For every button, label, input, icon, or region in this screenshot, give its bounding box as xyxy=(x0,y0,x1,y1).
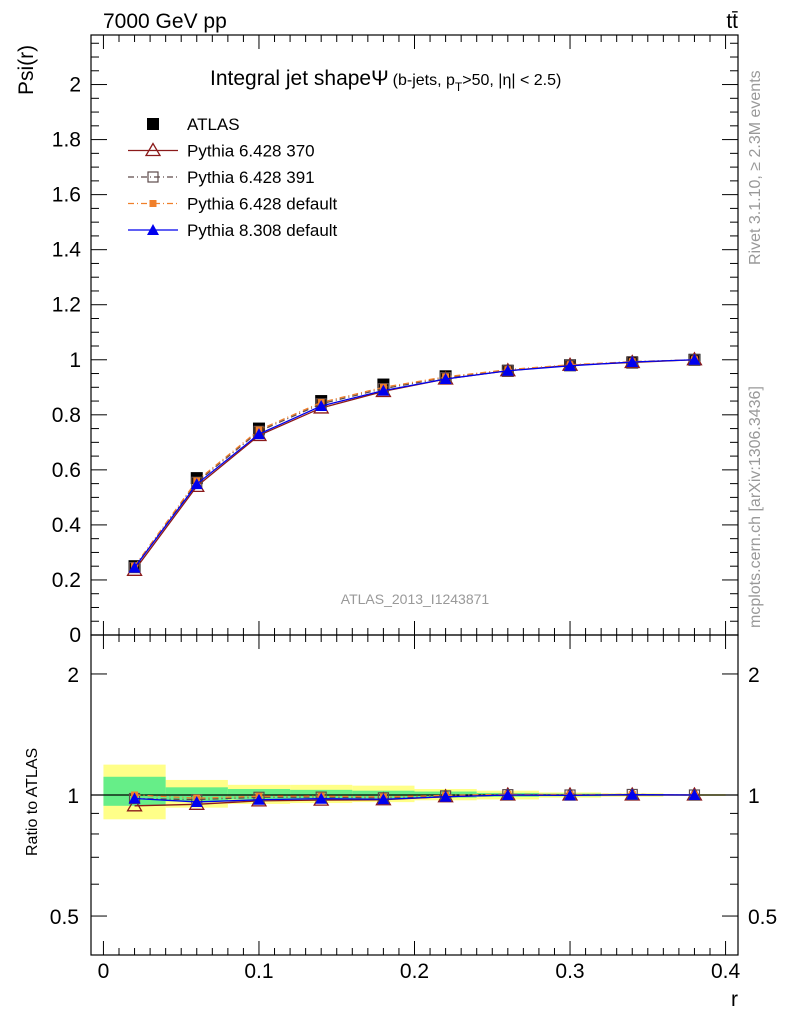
main-subtitle-sub: T xyxy=(455,80,463,94)
ratio-y-tick-label-right: 2 xyxy=(748,664,760,687)
data-point xyxy=(377,793,390,805)
series-pythia-6-428-370 xyxy=(126,351,703,576)
data-point xyxy=(252,428,265,440)
series-pythia-6-428-391 xyxy=(128,354,701,574)
series-pythia-8-308-default xyxy=(128,353,701,573)
series-line xyxy=(134,794,695,803)
ratio-uncertainty-bands xyxy=(91,764,738,820)
header-energy: 7000 GeV pp xyxy=(103,10,227,33)
data-point xyxy=(190,795,203,807)
main-y-tick-label: 1 xyxy=(69,349,81,372)
series-line xyxy=(134,359,695,567)
series-pythia-6-428-default xyxy=(131,356,698,570)
main-title-symbol: Ψ xyxy=(371,67,389,90)
legend-item: Pythia 6.428 391 xyxy=(128,168,315,187)
main-panel-series xyxy=(126,351,703,576)
legend-label: Pythia 8.308 default xyxy=(187,221,338,240)
legend-item: ATLAS xyxy=(147,115,240,134)
legend-label: Pythia 6.428 default xyxy=(187,195,338,214)
rivet-version-text: Rivet 3.1.10, ≥ 2.3M events xyxy=(747,70,764,265)
ratio-y-tick-label-right: 0.5 xyxy=(748,906,777,929)
main-y-axis-label: Psi(r) xyxy=(15,45,38,95)
main-y-tick-label: 1.4 xyxy=(52,239,82,262)
legend-marker xyxy=(147,171,159,183)
main-y-tick-label: 1.8 xyxy=(52,129,81,152)
data-point xyxy=(688,789,701,800)
data-point xyxy=(315,792,328,804)
data-point xyxy=(564,789,577,801)
data-point xyxy=(190,478,203,490)
data-point xyxy=(626,355,639,367)
data-point xyxy=(128,561,141,573)
ratio-y-tick-label-left: 0.5 xyxy=(50,906,79,929)
data-point xyxy=(252,793,265,805)
data-point xyxy=(377,384,390,396)
tick-labels: 0 0.1 0.2 0.3 0.4 0 0.2 0.4 0.6 0.8 1 1.2 1.4 1.6 1.8 2… xyxy=(50,74,777,983)
ratio-y-tick-label-left: 2 xyxy=(67,664,79,687)
data-point xyxy=(128,792,141,804)
ratio-y-tick-label-right: 1 xyxy=(748,785,760,808)
legend-label: ATLAS xyxy=(187,115,240,134)
main-y-tick-label: 0.2 xyxy=(52,569,81,592)
analysis-watermark: ATLAS_2013_I1243871 xyxy=(341,591,490,607)
data-point xyxy=(564,359,577,371)
main-title-text: Integral jet shape xyxy=(210,67,371,90)
ratio-y-axis-label: Ratio to ATLAS xyxy=(24,748,41,856)
data-point xyxy=(250,427,268,442)
ratio-panel-frame xyxy=(90,634,739,956)
series-line xyxy=(134,793,695,799)
legend-label: Pythia 6.428 391 xyxy=(187,168,315,187)
main-y-tick-label: 1.2 xyxy=(52,294,81,317)
x-tick-label: 0.2 xyxy=(400,960,429,983)
header-process: tt̄ xyxy=(726,10,738,33)
data-point xyxy=(439,373,452,385)
x-tick-label: 0.4 xyxy=(711,960,741,983)
legend-label: Pythia 6.428 370 xyxy=(187,142,315,161)
main-title: Integral jet shapeΨ (b-jets, pT>50, |η| <… xyxy=(210,67,561,94)
mcplots-url-text: mcplots.cern.ch [arXiv:1306.3436] xyxy=(747,386,764,628)
data-point xyxy=(126,797,143,812)
series-pythia-8-308-default xyxy=(128,788,701,807)
data-point xyxy=(688,353,701,365)
series-atlas xyxy=(128,353,701,573)
data-point xyxy=(439,790,452,802)
data-point xyxy=(501,364,514,376)
main-y-tick-label: 0.4 xyxy=(52,514,82,537)
main-y-tick-label: 0.8 xyxy=(52,404,81,427)
legend-marker xyxy=(147,224,159,235)
series-line xyxy=(134,793,695,801)
legend-item: Pythia 8.308 default xyxy=(128,221,338,240)
main-y-tick-label: 0.6 xyxy=(52,459,81,482)
series-line xyxy=(134,359,695,568)
data-point xyxy=(626,788,639,800)
ratio-panel-series xyxy=(126,786,703,812)
x-tick-label: 0 xyxy=(98,960,110,983)
data-point xyxy=(501,789,514,800)
x-tick-label: 0.1 xyxy=(244,960,273,983)
axes-ticks xyxy=(91,35,738,956)
legend-marker xyxy=(144,142,162,157)
legend-item: Pythia 6.428 default xyxy=(128,195,338,214)
main-subtitle-rest: >50, |η| < 2.5) xyxy=(462,72,561,89)
legend-item: Pythia 6.428 370 xyxy=(128,142,315,161)
data-point xyxy=(315,400,328,412)
main-y-tick-label: 2 xyxy=(69,74,81,97)
x-tick-label: 0.3 xyxy=(555,960,584,983)
main-subtitle-open: (b-jets, p xyxy=(393,72,455,89)
legend-marker xyxy=(149,200,157,207)
main-y-tick-label: 0 xyxy=(69,624,81,647)
ratio-y-tick-label-left: 1 xyxy=(67,785,79,808)
x-axis-label: r xyxy=(731,988,738,1011)
main-y-tick-label: 1.6 xyxy=(52,184,81,207)
legend-marker xyxy=(147,118,159,130)
legend: ATLAS Pythia 6.428 370 Pythia 6.428 391 Pyt… xyxy=(128,115,338,240)
